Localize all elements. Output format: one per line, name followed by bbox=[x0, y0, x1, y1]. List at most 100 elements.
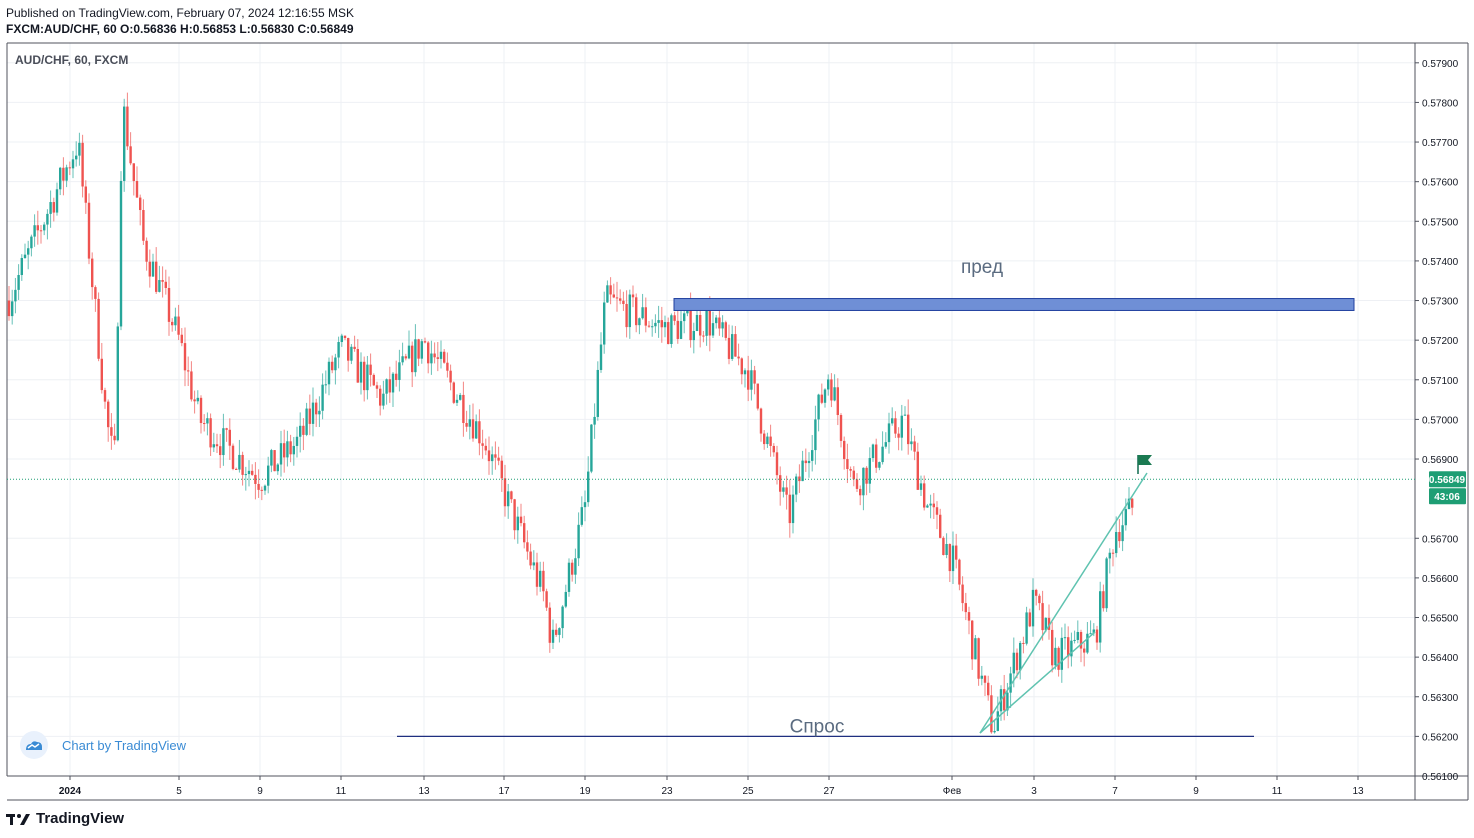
candle-down bbox=[644, 307, 647, 326]
trendline-steep bbox=[979, 472, 1148, 734]
candle-up bbox=[206, 418, 209, 424]
candle-down bbox=[183, 343, 187, 371]
candle-down bbox=[804, 460, 807, 464]
tradingview-cloud-icon bbox=[20, 731, 48, 759]
candle-up bbox=[158, 280, 161, 292]
candle-down bbox=[740, 358, 743, 375]
price-tick-label: 0.56500 bbox=[1422, 614, 1459, 625]
candle-up bbox=[577, 524, 580, 559]
candle-up bbox=[791, 494, 795, 524]
candle-up bbox=[295, 436, 299, 446]
candle-up bbox=[33, 225, 36, 237]
candle-down bbox=[449, 370, 452, 383]
candle-down bbox=[852, 470, 855, 480]
candle-up bbox=[366, 364, 369, 391]
price-tick-label: 0.56900 bbox=[1422, 455, 1459, 466]
candle-up bbox=[1006, 692, 1009, 711]
candle-down bbox=[103, 390, 107, 402]
chart-by-tradingview-badge[interactable]: Chart by TradingView bbox=[20, 729, 186, 761]
candle-down bbox=[500, 460, 503, 479]
candle-down bbox=[1102, 591, 1105, 609]
candle-down bbox=[846, 459, 849, 470]
candle-down bbox=[1035, 589, 1038, 596]
candle-down bbox=[1095, 629, 1099, 643]
candle-up bbox=[891, 418, 894, 424]
tradingview-footer[interactable]: TradingView bbox=[6, 810, 124, 827]
candle-down bbox=[609, 285, 612, 295]
candle-down bbox=[1038, 595, 1041, 604]
candle-down bbox=[987, 682, 990, 696]
candle-down bbox=[462, 394, 465, 423]
candle-down bbox=[859, 488, 862, 496]
candle-down bbox=[542, 570, 545, 592]
candle-down bbox=[612, 294, 615, 298]
candle-up bbox=[795, 476, 798, 495]
candle-down bbox=[971, 620, 974, 660]
candle-up bbox=[1121, 525, 1124, 542]
price-tick-label: 0.56300 bbox=[1422, 693, 1459, 704]
candle-up bbox=[279, 443, 283, 465]
candle-down bbox=[36, 225, 39, 231]
price-tick-label: 0.56600 bbox=[1422, 574, 1459, 585]
candle-up bbox=[20, 258, 23, 276]
candle-up bbox=[1025, 612, 1028, 644]
candle-down bbox=[676, 320, 679, 339]
candle-down bbox=[513, 499, 516, 531]
candle-down bbox=[772, 445, 775, 453]
candle-up bbox=[919, 483, 923, 490]
candle-down bbox=[164, 281, 167, 288]
candle-down bbox=[471, 419, 475, 439]
candle-up bbox=[868, 458, 871, 484]
candle-up bbox=[1019, 642, 1022, 671]
candle-down bbox=[273, 450, 276, 472]
candle-up bbox=[596, 369, 599, 417]
candle-up bbox=[1070, 640, 1073, 657]
candle-down bbox=[820, 394, 823, 403]
candle-up bbox=[951, 545, 955, 572]
candle-down bbox=[923, 483, 926, 508]
candle-down bbox=[1111, 552, 1115, 554]
candle-up bbox=[801, 460, 804, 482]
candle-down bbox=[443, 351, 446, 363]
candle-up bbox=[881, 446, 884, 463]
candle-down bbox=[635, 297, 638, 326]
candle-up bbox=[407, 345, 411, 359]
price-tick-label: 0.57100 bbox=[1422, 376, 1459, 387]
footer-brand: TradingView bbox=[36, 810, 125, 827]
candle-down bbox=[100, 358, 103, 391]
candle-down bbox=[145, 240, 148, 262]
candle-up bbox=[679, 321, 683, 339]
candle-up bbox=[929, 503, 932, 506]
candle-down bbox=[839, 414, 843, 441]
candle-up bbox=[174, 316, 177, 326]
candle-up bbox=[731, 334, 734, 359]
candle-up bbox=[657, 320, 660, 323]
candle-down bbox=[526, 542, 529, 552]
candle-down bbox=[94, 287, 97, 299]
candle-down bbox=[452, 382, 455, 403]
candle-down bbox=[619, 298, 622, 301]
candle-down bbox=[87, 202, 91, 259]
candle-down bbox=[779, 475, 782, 492]
candle-up bbox=[305, 408, 308, 435]
candle-down bbox=[769, 436, 772, 446]
candle-down bbox=[763, 433, 766, 445]
candle-down bbox=[251, 470, 254, 475]
supply-zone bbox=[673, 298, 1355, 311]
candle-up bbox=[766, 436, 769, 445]
candle-down bbox=[535, 562, 539, 587]
candle-down bbox=[830, 379, 833, 401]
candle-up bbox=[334, 357, 337, 371]
candle-down bbox=[702, 335, 705, 337]
candle-down bbox=[283, 443, 286, 458]
candle-up bbox=[574, 558, 577, 575]
candle-up bbox=[1086, 633, 1089, 653]
price-tick-label: 0.57300 bbox=[1422, 297, 1459, 308]
candle-up bbox=[807, 460, 811, 464]
candle-down bbox=[894, 418, 897, 434]
candle-down bbox=[235, 468, 238, 470]
demand-label: Спрос bbox=[790, 716, 845, 737]
candle-down bbox=[203, 423, 206, 425]
candle-down bbox=[289, 441, 292, 455]
